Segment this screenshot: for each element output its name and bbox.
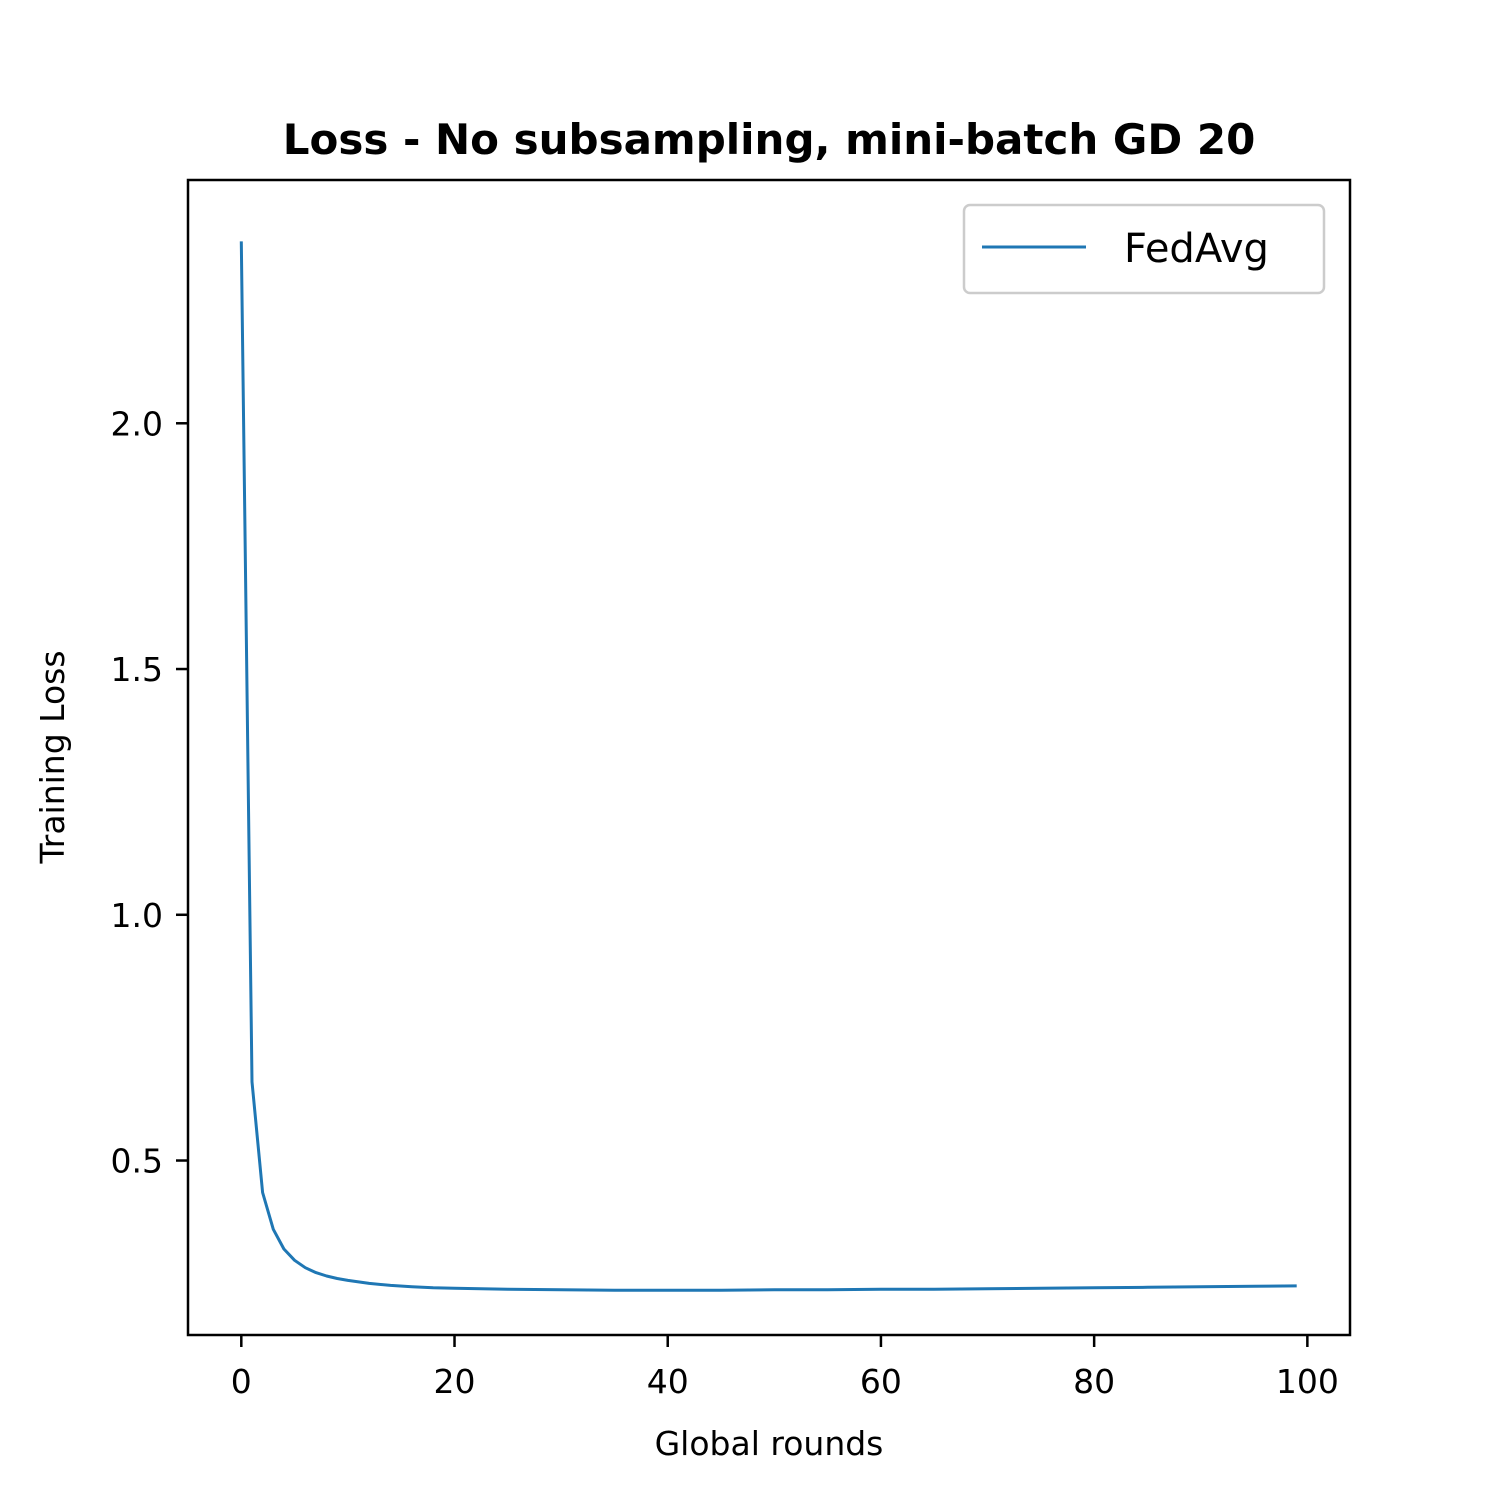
legend-box (962, 203, 1326, 295)
x-tick-label: 20 (434, 1362, 476, 1401)
legend-label-fedavg: FedAvg (1124, 226, 1269, 272)
x-tick-label: 60 (860, 1362, 902, 1401)
x-tick-label: 0 (231, 1362, 252, 1401)
legend: FedAvg (962, 203, 1326, 295)
x-tick-label: 80 (1073, 1362, 1115, 1401)
y-tick-label: 1.5 (111, 650, 163, 689)
y-tick-label: 0.5 (111, 1142, 163, 1181)
chart-title: Loss - No subsampling, mini-batch GD 20 (283, 115, 1256, 164)
x-axis-label: Global rounds (655, 1424, 884, 1463)
plot-frame (186, 178, 1352, 1337)
y-axis: 0.5 1.0 1.5 2.0 (111, 404, 188, 1181)
x-tick-label: 40 (647, 1362, 689, 1401)
series-line-fedavg (239, 241, 1297, 1292)
plot-area (188, 180, 1350, 1335)
y-axis-label: Training Loss (33, 650, 72, 864)
x-axis: 0 20 40 60 80 100 (231, 1335, 1339, 1401)
series-layer (239, 241, 1297, 1292)
y-tick-label: 2.0 (111, 404, 163, 443)
y-tick-label: 1.0 (111, 896, 163, 935)
x-tick-label: 100 (1276, 1362, 1339, 1401)
